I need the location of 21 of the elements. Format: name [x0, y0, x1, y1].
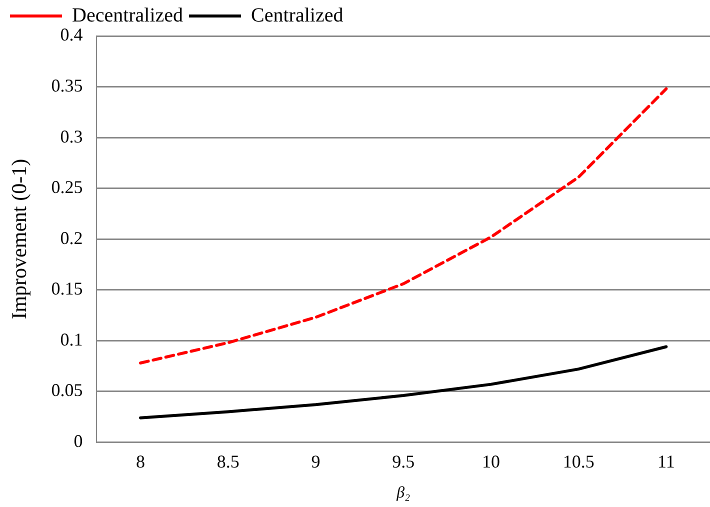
line-series — [139, 87, 668, 364]
y-tick-label: 0.3 — [60, 126, 83, 146]
y-axis-title: Improvement (0-1) — [7, 158, 32, 320]
x-tick-label: 8 — [136, 452, 146, 472]
y-tick-label: 0.15 — [51, 278, 83, 299]
legend-label: Centralized — [251, 4, 344, 26]
y-tick-label: 0.05 — [51, 380, 83, 400]
y-tick-label: 0.2 — [60, 228, 83, 248]
x-tick-label: 11 — [658, 452, 675, 472]
y-tick-label: 0.4 — [60, 24, 83, 45]
x-tick-label: 9 — [311, 452, 320, 472]
y-tick-label: 0 — [74, 430, 83, 451]
x-tick-label: 8.5 — [216, 452, 240, 472]
x-axis-title: β₂ — [396, 484, 411, 502]
y-tick-label: 0.1 — [60, 329, 83, 350]
legend-label: Decentralized — [72, 4, 184, 26]
x-tick-label: 10.5 — [562, 452, 594, 472]
x-tick-label: 10 — [482, 452, 500, 472]
x-tick-label: 9.5 — [392, 452, 415, 472]
y-tick-label: 0.25 — [51, 177, 83, 198]
y-tick-label: 0.35 — [51, 76, 83, 96]
